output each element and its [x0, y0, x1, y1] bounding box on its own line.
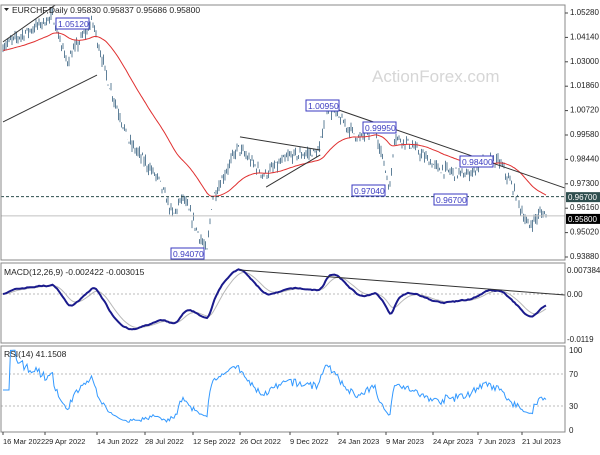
swing-label: 0.99950 [365, 123, 396, 133]
symbol-header: EURCHF,Daily 0.95830 0.95837 0.95686 0.9… [12, 5, 200, 15]
swing-label: 1.05120 [58, 19, 89, 29]
macd-line [2, 268, 547, 331]
time-axis-label: 26 Oct 2022 [240, 437, 281, 446]
time-axis-label: 24 Apr 2023 [433, 437, 473, 446]
time-axis-label: 14 Jun 2022 [97, 437, 138, 446]
macd-axis-label: 0.00 [567, 290, 583, 299]
price-axis-label: 1.00720 [570, 106, 599, 115]
swing-label: 1.00950 [308, 101, 339, 111]
time-axis-label: 29 Apr 2022 [45, 437, 85, 446]
price-axis-label: 0.93880 [570, 252, 599, 261]
price-axis-label: 0.95020 [570, 228, 599, 237]
rsi-header: RSI(14) 41.1508 [4, 349, 67, 359]
macd-trendline [239, 269, 566, 296]
rsi-axis-label: 0 [569, 426, 574, 435]
time-axis-label: 24 Jan 2023 [338, 437, 379, 446]
price-axis-label: 0.98440 [570, 154, 599, 163]
macd-panel-frame [0, 262, 566, 344]
price-axis-label: 1.05280 [570, 8, 599, 17]
trendline [2, 4, 56, 43]
rsi-line [3, 349, 547, 423]
trendline [318, 102, 566, 189]
time-axis-label: 7 Jun 2023 [478, 437, 515, 446]
swing-label: 0.96700 [436, 195, 467, 205]
level-price-box [566, 192, 600, 203]
swing-label-box [351, 184, 386, 197]
time-axis-label: 12 Sep 2022 [193, 437, 236, 446]
time-axis-label: 21 Jul 2023 [522, 437, 561, 446]
price-axis-label: 1.01860 [570, 81, 599, 90]
macd-axis-label: 0.007384 [567, 266, 600, 275]
moving-average-line [2, 32, 547, 197]
rsi-axis-label: 70 [569, 370, 578, 379]
current-price-box [566, 213, 600, 224]
swing-label-box [362, 121, 397, 134]
rsi-panel-frame [0, 345, 566, 433]
trendline [265, 154, 321, 188]
price-axis-label: 0.97300 [570, 179, 599, 188]
swing-label: 0.94070 [173, 249, 204, 259]
time-axis-label: 9 Mar 2023 [386, 437, 424, 446]
time-axis-label: 28 Jul 2022 [145, 437, 184, 446]
swing-label: 0.97040 [354, 186, 385, 196]
axes: 1.05280 1.04140 1.03000 1.01860 1.00720 0.995… [2, 8, 600, 446]
time-axis-label: 9 Dec 2022 [290, 437, 328, 446]
rsi-axis-label: 30 [569, 402, 578, 411]
trendline [239, 136, 321, 151]
collapse-triangle-icon[interactable] [4, 8, 9, 11]
swing-label-box [433, 193, 468, 206]
time-axis-label: 16 Mar 2022 [3, 437, 45, 446]
swing-label-box [459, 155, 494, 168]
macd-header: MACD(12,26,9) -0.002422 -0.003015 [4, 267, 145, 277]
current-price-label: 0.95800 [568, 215, 597, 224]
swing-label-box [55, 17, 90, 30]
watermark: ActionForex.com [372, 67, 500, 86]
main-panel-frame [0, 4, 566, 261]
trendline [2, 74, 98, 123]
swing-label-box [305, 99, 340, 112]
level-price-label: 0.96700 [568, 193, 597, 202]
price-axis-label: 0.96160 [570, 203, 599, 212]
swing-label: 0.98400 [462, 157, 493, 167]
swing-label-box [170, 247, 205, 260]
main-panel: 1.05120 1.00950 0.99950 0.98400 0.97040 0.967… [1, 4, 566, 423]
price-axis-label: 1.04140 [570, 32, 599, 41]
macd-axis-label: -0.0119 [567, 335, 594, 344]
price-axis-label: 0.99580 [570, 130, 599, 139]
rsi-axis-label: 100 [569, 346, 583, 355]
price-axis-label: 1.03000 [570, 57, 599, 66]
